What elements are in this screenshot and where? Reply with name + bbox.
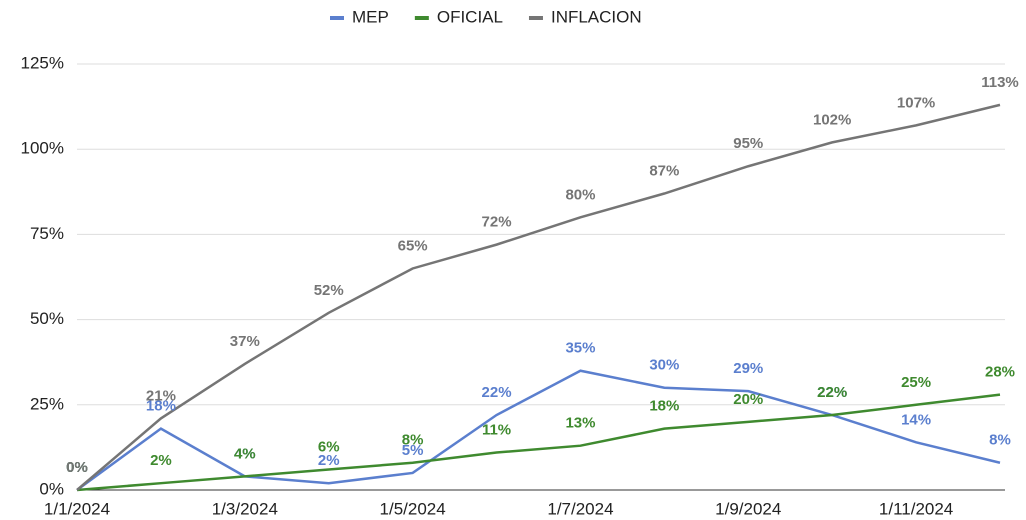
data-label: 21% [146, 387, 176, 404]
data-label: 8% [402, 432, 424, 449]
series-line [76, 103, 1001, 491]
data-label: 37% [230, 333, 260, 350]
x-tick-label: 1/7/2024 [547, 499, 613, 518]
data-label: 95% [733, 135, 763, 152]
data-label: 11% [482, 421, 511, 438]
legend-label: MEP [352, 7, 389, 26]
y-tick-label: 100% [21, 139, 64, 158]
x-tick-label: 1/5/2024 [380, 499, 446, 518]
data-label: 8% [989, 432, 1011, 449]
data-label: 0% [66, 459, 88, 476]
y-tick-label: 125% [21, 53, 64, 72]
legend-label: INFLACION [551, 7, 642, 26]
data-label: 2% [150, 452, 172, 469]
data-label: 20% [733, 391, 763, 408]
data-label: 22% [482, 384, 512, 401]
x-tick-label: 1/11/2024 [879, 499, 953, 518]
data-label: 18% [649, 398, 679, 415]
data-label: 4% [234, 445, 256, 462]
data-label: 52% [314, 282, 344, 299]
data-label: 0% [66, 459, 88, 476]
data-label: 13% [565, 415, 595, 432]
data-label: 14% [901, 411, 931, 428]
y-tick-label: 50% [30, 309, 64, 328]
data-label: 5% [402, 442, 424, 459]
legend-label: OFICIAL [437, 7, 503, 26]
data-label: 65% [398, 237, 428, 254]
data-label: 87% [649, 162, 679, 179]
data-label: 30% [649, 357, 679, 374]
data-label: 29% [733, 360, 763, 377]
data-label: 4% [234, 445, 256, 462]
data-label: 0% [66, 459, 88, 476]
data-label: 6% [318, 439, 340, 456]
y-tick-label: 25% [30, 394, 64, 413]
data-label: 22% [817, 384, 847, 401]
y-tick-label: 75% [30, 224, 64, 243]
data-label: 72% [482, 214, 512, 231]
series-line [76, 393, 1001, 492]
series-line [76, 369, 1001, 492]
data-label: 2% [318, 452, 340, 469]
y-tick-label: 0% [39, 479, 64, 498]
x-tick-label: 1/1/2024 [44, 499, 110, 518]
data-label: 35% [565, 340, 595, 357]
data-label: 102% [813, 111, 851, 128]
data-label: 28% [985, 364, 1015, 381]
x-tick-label: 1/3/2024 [212, 499, 278, 518]
data-label: 80% [565, 186, 595, 203]
data-label: 22% [817, 384, 847, 401]
data-label: 18% [146, 398, 176, 415]
x-tick-label: 1/9/2024 [715, 499, 781, 518]
data-label: 107% [897, 94, 935, 111]
data-label: 25% [901, 374, 931, 391]
data-label: 113% [981, 74, 1019, 91]
